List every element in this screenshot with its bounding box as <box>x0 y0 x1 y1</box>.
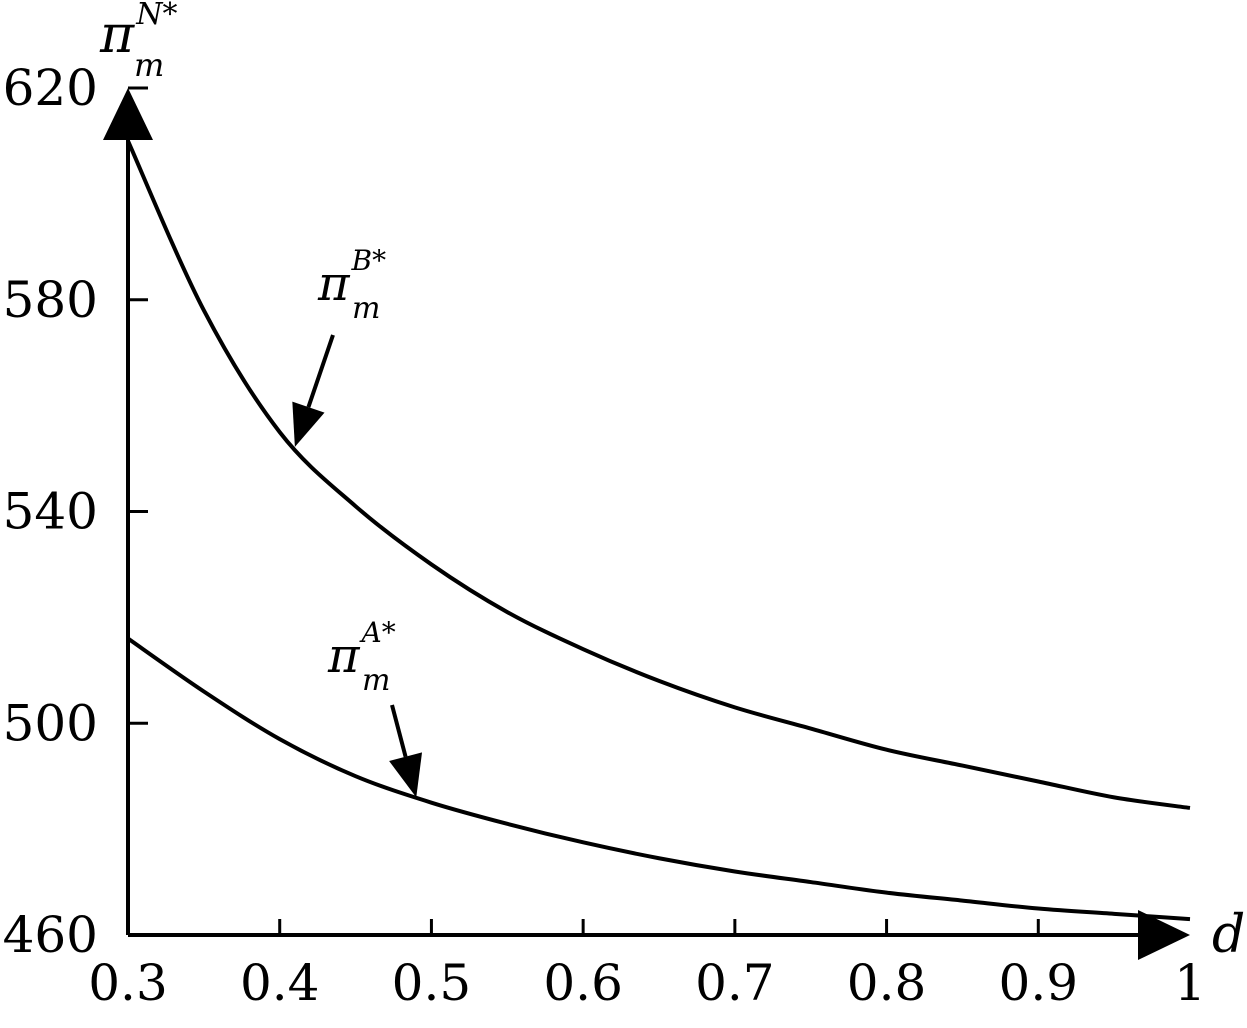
annotation-arrow-shaft <box>306 334 335 408</box>
y-tick-label: 580 <box>3 271 98 329</box>
x-tick-label: 0.5 <box>392 954 472 1012</box>
title-layer: πN* m d <box>99 0 1245 965</box>
x-tick-label: 0.3 <box>88 954 168 1012</box>
y-axis-arrowhead <box>103 88 153 140</box>
x-tick-label: 1 <box>1174 954 1206 1012</box>
series-label-0: πB* m <box>317 244 386 326</box>
y-axis-title: πN* m <box>99 0 177 84</box>
tick-layer: 460 500 540 580 620 0.3 0.4 0.5 0.6 0.7 0.8 0.9 1 <box>3 59 1206 1012</box>
x-axis-title: d <box>1212 905 1245 965</box>
annotation-arrow-shaft <box>390 704 408 758</box>
x-tick-label: 0.7 <box>695 954 775 1012</box>
series-label-1: πA* m <box>327 616 396 698</box>
axes <box>103 88 1190 960</box>
annotation-arrowhead <box>292 401 325 447</box>
x-tick-label: 0.9 <box>999 954 1079 1012</box>
y-tick-label: 500 <box>3 694 98 752</box>
series-line-1 <box>126 636 1191 922</box>
x-tick-label: 0.6 <box>543 954 623 1012</box>
x-tick-label: 0.8 <box>847 954 927 1012</box>
annotation-arrowhead <box>389 752 423 798</box>
annotation-layer: πB* m πA* m <box>292 244 423 798</box>
y-tick-label: 540 <box>3 483 98 541</box>
y-tick-label: 460 <box>3 906 98 964</box>
series-line-0 <box>126 140 1191 810</box>
x-tick-label: 0.4 <box>240 954 320 1012</box>
series-layer <box>126 140 1191 922</box>
y-tick-label: 620 <box>3 59 98 117</box>
x-axis-arrowhead <box>1138 910 1190 960</box>
